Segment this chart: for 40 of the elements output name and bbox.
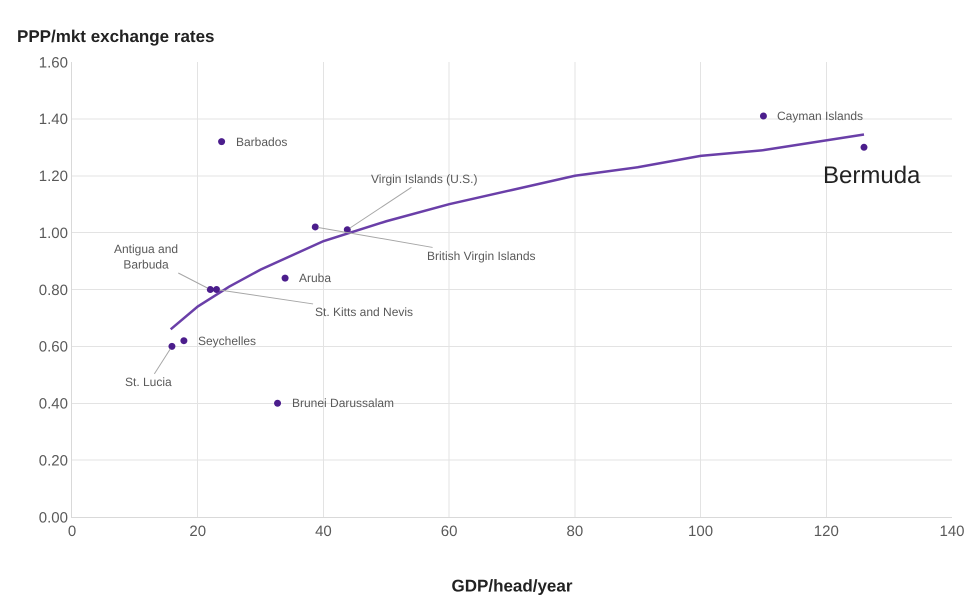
annotation: Bermuda xyxy=(823,162,922,189)
x-tick-label: 120 xyxy=(814,523,839,540)
point xyxy=(180,337,188,344)
point xyxy=(218,138,226,146)
point xyxy=(213,286,220,293)
y-axis-title: PPP/mkt exchange rates xyxy=(17,27,214,46)
x-tick-label: 20 xyxy=(189,523,206,540)
annotation: St. Lucia xyxy=(125,375,172,389)
annotation: Aruba xyxy=(299,271,332,285)
point xyxy=(860,144,868,151)
y-tick-label: 0.40 xyxy=(38,396,68,412)
annotation: Barbados xyxy=(236,135,288,149)
x-tick-label: 40 xyxy=(315,523,332,540)
point xyxy=(168,342,176,350)
x-axis-title: GDP/head/year xyxy=(452,576,573,596)
annotation: Antigua and Barbuda xyxy=(114,242,178,272)
x-tick-label: 100 xyxy=(688,523,714,540)
y-tick-label: 0.00 xyxy=(38,509,68,526)
y-tick-label: 1.20 xyxy=(38,168,68,185)
point xyxy=(206,286,214,293)
point xyxy=(760,112,767,120)
annotation: British Virgin Islands xyxy=(427,249,536,263)
point xyxy=(282,274,289,282)
y-tick-label: 1.00 xyxy=(38,224,68,242)
x-tick-label: 60 xyxy=(440,523,458,540)
annotation: St. Kitts and Nevis xyxy=(315,305,414,319)
point xyxy=(274,400,282,407)
y-tick-label: 0.20 xyxy=(38,452,68,470)
annotation: Virgin Islands (U.S.) xyxy=(371,172,478,186)
annotation: Brunei Darussalam xyxy=(292,396,394,410)
x-tick-label: 0 xyxy=(68,523,76,540)
y-tick-label: 0.80 xyxy=(38,282,68,299)
y-tick-label: 1.60 xyxy=(38,54,68,72)
y-tick-label: 1.40 xyxy=(38,111,68,128)
y-tick-label: 0.60 xyxy=(38,338,68,356)
x-tick-label: 80 xyxy=(566,523,584,540)
annotation: Cayman Islands xyxy=(777,109,864,123)
annotation: Seychelles xyxy=(198,334,256,348)
point xyxy=(312,223,319,230)
x-tick-label: 140 xyxy=(939,523,965,540)
